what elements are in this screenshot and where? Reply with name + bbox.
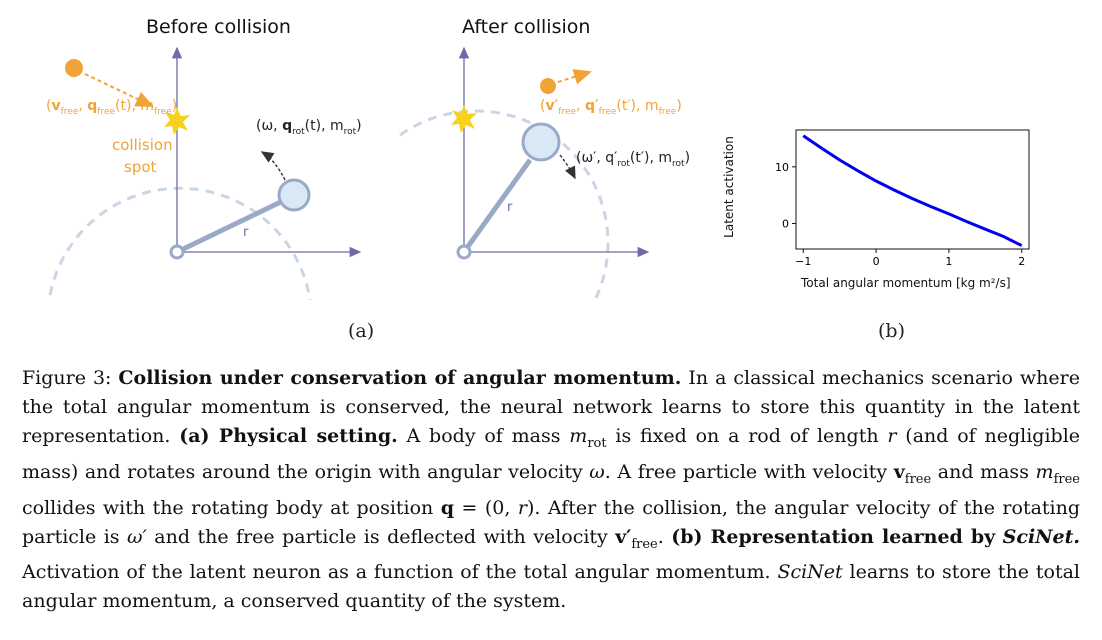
latent-activation-chart: −1 0 1 2 0 10 xyxy=(775,129,1030,268)
rotation-arrow xyxy=(260,151,286,181)
rotating-mass xyxy=(277,178,311,212)
rotating-mass-after xyxy=(521,122,561,162)
rod-after xyxy=(461,158,533,254)
subfigure-a-label: (a) xyxy=(348,320,375,342)
caption-title: Collision under conservation of angular … xyxy=(118,367,682,389)
figure-number: Figure 3: xyxy=(22,367,112,389)
y-tick-label: 10 xyxy=(775,161,789,174)
caption-a-label: (a) Physical setting. xyxy=(179,425,398,447)
x-tick-label: 2 xyxy=(1018,255,1025,268)
collision-spot-label-line1: collision xyxy=(112,136,173,154)
x-tick-label: −1 xyxy=(795,255,811,268)
free-particle xyxy=(65,59,83,77)
orbit-dashed-circle xyxy=(48,186,312,301)
free-particle-velocity-arrow-after xyxy=(557,69,592,85)
collision-star-icon-after xyxy=(451,105,477,133)
y-tick-label: 0 xyxy=(782,218,789,231)
before-free-particle-label: (vfree, qfree(t), mfree) xyxy=(46,98,178,117)
latent-activation-series-line xyxy=(802,134,1023,247)
after-rotating-label: (ω′, q′rot(t′), mrot) xyxy=(576,150,691,169)
subfigure-b-label: (b) xyxy=(878,320,905,342)
orbit-dashed-circle-after xyxy=(399,109,610,301)
rod-label-after: r xyxy=(507,200,513,215)
free-particle-after xyxy=(540,78,556,94)
x-tick-label: 1 xyxy=(945,255,952,268)
after-collision-diagram: r xyxy=(399,46,650,301)
rod-label-before: r xyxy=(243,225,249,240)
chart-ylabel: Latent activation xyxy=(721,136,736,238)
after-collision-title: After collision xyxy=(462,16,591,38)
x-tick-label: 0 xyxy=(873,255,880,268)
before-collision-title: Before collision xyxy=(146,16,291,38)
collision-star-icon xyxy=(164,107,190,135)
before-rotating-label: (ω, qrot(t), mrot) xyxy=(256,118,362,137)
after-free-particle-label: (v′free, q′free(t′), mfree) xyxy=(540,98,682,117)
origin-pivot-after xyxy=(456,244,472,260)
panel-a-illustration: r r xyxy=(48,46,650,301)
collision-spot-label-line2: spot xyxy=(124,158,157,176)
chart-series xyxy=(802,134,1023,247)
before-collision-diagram: r xyxy=(48,46,362,301)
figure-caption: Figure 3: Collision under conservation o… xyxy=(22,367,1081,613)
plot-frame xyxy=(795,129,1030,250)
rotation-arrow-after xyxy=(559,154,576,180)
origin-pivot xyxy=(169,244,185,260)
free-particle-velocity-arrow xyxy=(84,73,154,107)
chart-ticks: −1 0 1 2 0 10 xyxy=(775,161,1025,268)
chart-xlabel: Total angular momentum [kg m²/s] xyxy=(801,276,1011,290)
caption-b-label: (b) Representation learned by xyxy=(671,525,996,548)
rod xyxy=(175,194,293,255)
